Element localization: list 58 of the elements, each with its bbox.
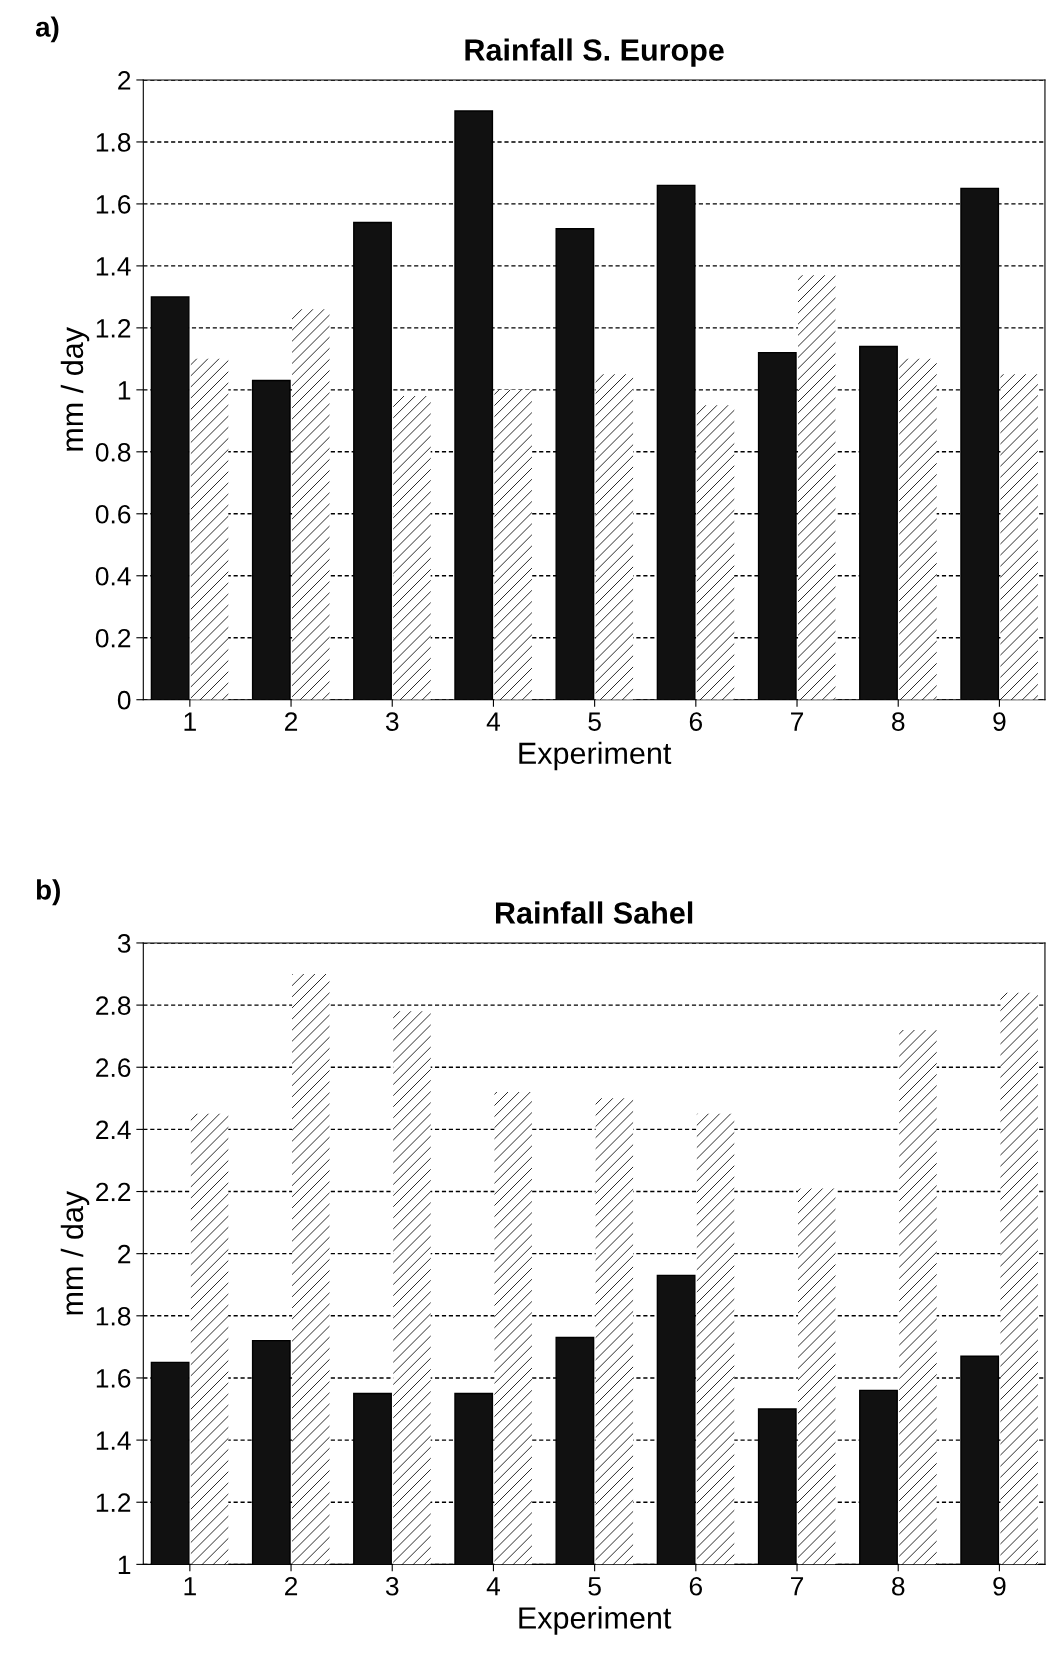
y-axis-title: mm / day — [60, 327, 90, 451]
x-tick-label: 7 — [791, 1577, 804, 1596]
bar — [1000, 374, 1038, 700]
y-axis-title: mm / day — [60, 1190, 90, 1315]
x-axis-title: Experiment — [519, 1606, 672, 1635]
y-tick-label: 3 — [117, 934, 131, 953]
x-tick-label: 1 — [184, 1577, 196, 1596]
y-tick-label: 1 — [118, 1555, 131, 1574]
y-tick-label: 0.6 — [95, 504, 131, 524]
y-tick-label: 2 — [118, 71, 131, 90]
x-tick-label: 6 — [689, 1576, 703, 1596]
x-tick-label: 4 — [486, 1577, 500, 1596]
y-tick-label: 0.8 — [95, 442, 131, 462]
y-tick-label: 1 — [118, 381, 131, 400]
y-tick-label: 2 — [118, 1244, 131, 1264]
x-axis-title: Experiment — [519, 741, 672, 771]
y-tick-label: 0.2 — [95, 628, 131, 648]
x-tick-label: 5 — [588, 712, 601, 731]
chart-title: Rainfall S. Europe — [465, 38, 724, 67]
y-tick-label: 0 — [117, 690, 131, 710]
x-tick-label: 9 — [993, 712, 1006, 731]
text: b) — [36, 879, 60, 906]
x-tick-label: 1 — [184, 712, 196, 731]
y-tick-label: 1.2 — [96, 319, 131, 338]
x-tick-label: 9 — [993, 1576, 1006, 1596]
bar — [595, 374, 634, 700]
y-tick-label: 2.4 — [96, 1120, 131, 1139]
x-tick-label: 5 — [588, 1577, 601, 1596]
y-tick-label: 2.8 — [96, 996, 131, 1015]
y-tick-label: 2.2 — [96, 1182, 131, 1202]
y-tick-label: 1.6 — [96, 1369, 131, 1388]
bar — [899, 358, 937, 700]
text: a) — [35, 16, 59, 43]
x-tick-label: 2 — [285, 712, 298, 731]
bar — [393, 396, 431, 700]
bar — [494, 389, 532, 700]
y-tick-label: 1.4 — [96, 1431, 131, 1450]
y-tick-label: 1.2 — [96, 1493, 131, 1512]
x-tick-label: 8 — [892, 1576, 905, 1596]
x-tick-label: 7 — [791, 712, 804, 731]
y-tick-label: 1.6 — [96, 195, 131, 214]
x-tick-label: 3 — [385, 712, 399, 731]
chart-title: Rainfall Sahel — [495, 901, 693, 924]
bar — [696, 405, 735, 700]
y-tick-label: 0.4 — [95, 566, 131, 586]
y-tick-label: 2.6 — [96, 1058, 131, 1078]
y-tick-label: 1.8 — [96, 1306, 131, 1326]
x-tick-label: 6 — [689, 712, 703, 731]
x-tick-label: 8 — [892, 712, 905, 731]
bar — [190, 358, 229, 700]
y-tick-label: 1.8 — [96, 133, 131, 152]
x-tick-label: 2 — [285, 1576, 298, 1596]
x-tick-label: 4 — [486, 712, 500, 731]
y-tick-label: 1.4 — [96, 257, 131, 276]
bar — [859, 345, 898, 700]
bar — [798, 275, 836, 700]
bar — [292, 309, 330, 700]
x-tick-label: 3 — [385, 1576, 399, 1596]
